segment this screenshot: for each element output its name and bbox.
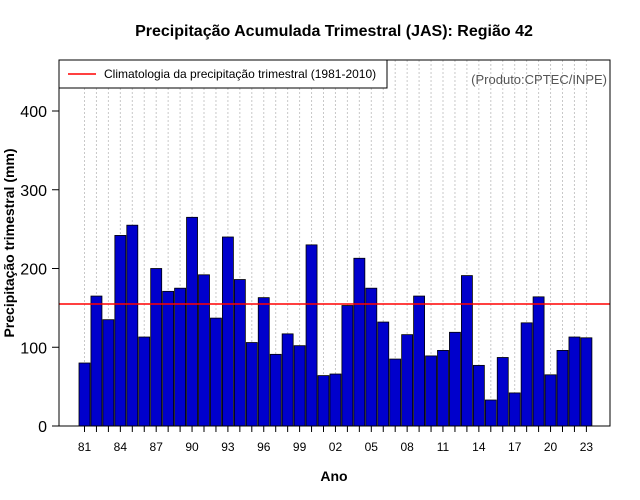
- bar-95: [245, 342, 258, 427]
- bar-87: [150, 268, 163, 427]
- x-tick-label: 17: [508, 440, 522, 454]
- bar-07: [389, 358, 402, 427]
- bar-94: [233, 279, 246, 427]
- legend: Climatologia da precipitação trimestral …: [58, 59, 388, 89]
- y-tick-label: 300: [20, 183, 47, 200]
- legend-label: Climatologia da precipitação trimestral …: [104, 67, 376, 81]
- x-tick-label: 87: [150, 440, 164, 454]
- bar-89: [174, 287, 187, 427]
- bar-22: [568, 336, 581, 427]
- y-tick-label: 100: [20, 340, 47, 357]
- x-tick-label: 23: [580, 440, 594, 454]
- x-tick-label: 90: [185, 440, 199, 454]
- x-tick-label: 11: [437, 440, 450, 454]
- bar-04: [353, 257, 366, 427]
- bar-02: [329, 373, 342, 427]
- x-tick-label: 84: [114, 440, 128, 454]
- bar-16: [496, 357, 509, 427]
- bar-11: [437, 349, 449, 427]
- x-axis-label: Ano: [320, 468, 347, 484]
- x-tick-label: 20: [544, 440, 558, 454]
- x-tick-label: 81: [78, 440, 92, 454]
- credit-text: (Produto:CPTEC/INPE): [471, 72, 607, 87]
- bar-00: [305, 244, 318, 427]
- bar-09: [413, 295, 426, 427]
- bar-14: [472, 364, 485, 427]
- bar-90: [186, 216, 198, 427]
- bar-10: [425, 355, 437, 427]
- x-tick-label: 99: [293, 440, 307, 454]
- y-tick-label: 400: [20, 104, 47, 121]
- bar-82: [90, 295, 103, 427]
- bar-19: [532, 296, 545, 427]
- bar-81: [78, 362, 91, 427]
- legend-box: [58, 59, 388, 89]
- bar-17: [508, 392, 521, 427]
- y-tick-label: 0: [38, 419, 47, 436]
- bar-92: [210, 317, 222, 427]
- x-tick-label: 08: [400, 440, 414, 454]
- bar-05: [365, 287, 378, 427]
- bar-96: [257, 297, 270, 427]
- bar-93: [221, 236, 234, 427]
- x-tick-label: 02: [329, 440, 343, 454]
- y-tick-label: 200: [20, 262, 47, 279]
- x-tick-label: 93: [221, 440, 235, 454]
- x-tick-label: 96: [257, 440, 271, 454]
- bar-83: [102, 319, 115, 427]
- bar-23: [580, 337, 593, 427]
- y-axis-label: Precipitação trimestral (mm): [1, 148, 17, 337]
- x-tick-label: 05: [365, 440, 379, 454]
- bar-06: [377, 321, 390, 427]
- bar-21: [556, 349, 569, 427]
- bar-91: [198, 274, 210, 427]
- x-tick-label: 14: [472, 440, 486, 454]
- bar-99: [293, 345, 306, 427]
- bar-20: [544, 374, 557, 427]
- bar-85: [126, 224, 139, 427]
- bar-86: [138, 336, 151, 427]
- y-axis: 0 100 200 300 400: [20, 104, 59, 436]
- chart-title: Precipitação Acumulada Trimestral (JAS):…: [135, 23, 533, 40]
- bar-01: [317, 375, 330, 427]
- bar-84: [114, 235, 127, 427]
- bar-15: [484, 399, 497, 427]
- bar-97: [269, 353, 282, 427]
- x-axis: 81 84 87 90 93 96 99 02 05 08 11 14 17 20 23: [78, 426, 594, 454]
- bar-12: [449, 331, 461, 427]
- bars: [78, 216, 593, 427]
- bar-08: [401, 334, 414, 427]
- bar-98: [281, 333, 294, 427]
- bar-88: [162, 290, 175, 427]
- bar-03: [341, 305, 354, 427]
- bar-13: [460, 275, 473, 427]
- bar-18: [520, 322, 533, 427]
